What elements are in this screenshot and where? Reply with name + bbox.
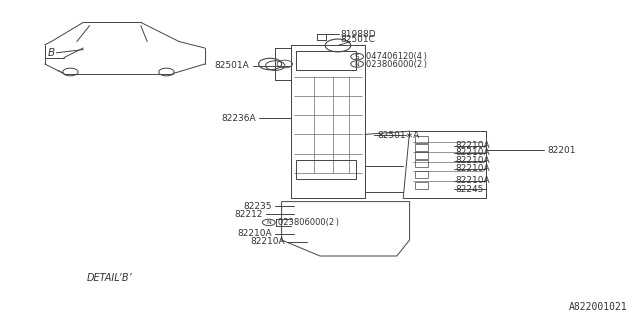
Text: 82201: 82201 <box>547 146 576 155</box>
Text: A822001021: A822001021 <box>568 302 627 312</box>
Text: N: N <box>266 220 271 225</box>
Text: 81988D: 81988D <box>340 30 376 39</box>
FancyBboxPatch shape <box>415 160 428 167</box>
Text: 82210A: 82210A <box>456 164 490 173</box>
FancyBboxPatch shape <box>296 160 356 179</box>
Text: 82210A: 82210A <box>456 141 490 150</box>
Text: 82210A: 82210A <box>456 156 490 165</box>
Text: 82236A: 82236A <box>221 114 256 123</box>
Text: 82212: 82212 <box>234 210 262 219</box>
FancyBboxPatch shape <box>415 182 428 189</box>
FancyBboxPatch shape <box>415 136 428 143</box>
Text: 82235: 82235 <box>243 202 272 211</box>
Text: 82210A: 82210A <box>237 229 272 238</box>
Text: 023806000(2 ): 023806000(2 ) <box>278 218 339 227</box>
Text: 82501C: 82501C <box>340 35 375 44</box>
Text: 82501∗A: 82501∗A <box>378 131 420 140</box>
Text: 023806000(2 ): 023806000(2 ) <box>366 60 427 68</box>
FancyBboxPatch shape <box>415 144 428 151</box>
FancyBboxPatch shape <box>296 51 356 70</box>
Text: N: N <box>354 61 359 67</box>
Text: 82210A: 82210A <box>456 148 490 157</box>
Text: S: S <box>355 54 358 60</box>
Text: 82210A: 82210A <box>456 176 490 185</box>
Text: B: B <box>48 48 55 58</box>
Text: 82501A: 82501A <box>215 61 250 70</box>
Text: 82245: 82245 <box>456 185 484 194</box>
Text: 82210A: 82210A <box>250 237 285 246</box>
Text: DETAIL‘B’: DETAIL‘B’ <box>86 273 132 284</box>
Text: 047406120(4 ): 047406120(4 ) <box>366 52 427 61</box>
FancyBboxPatch shape <box>415 171 428 178</box>
FancyBboxPatch shape <box>415 152 428 159</box>
